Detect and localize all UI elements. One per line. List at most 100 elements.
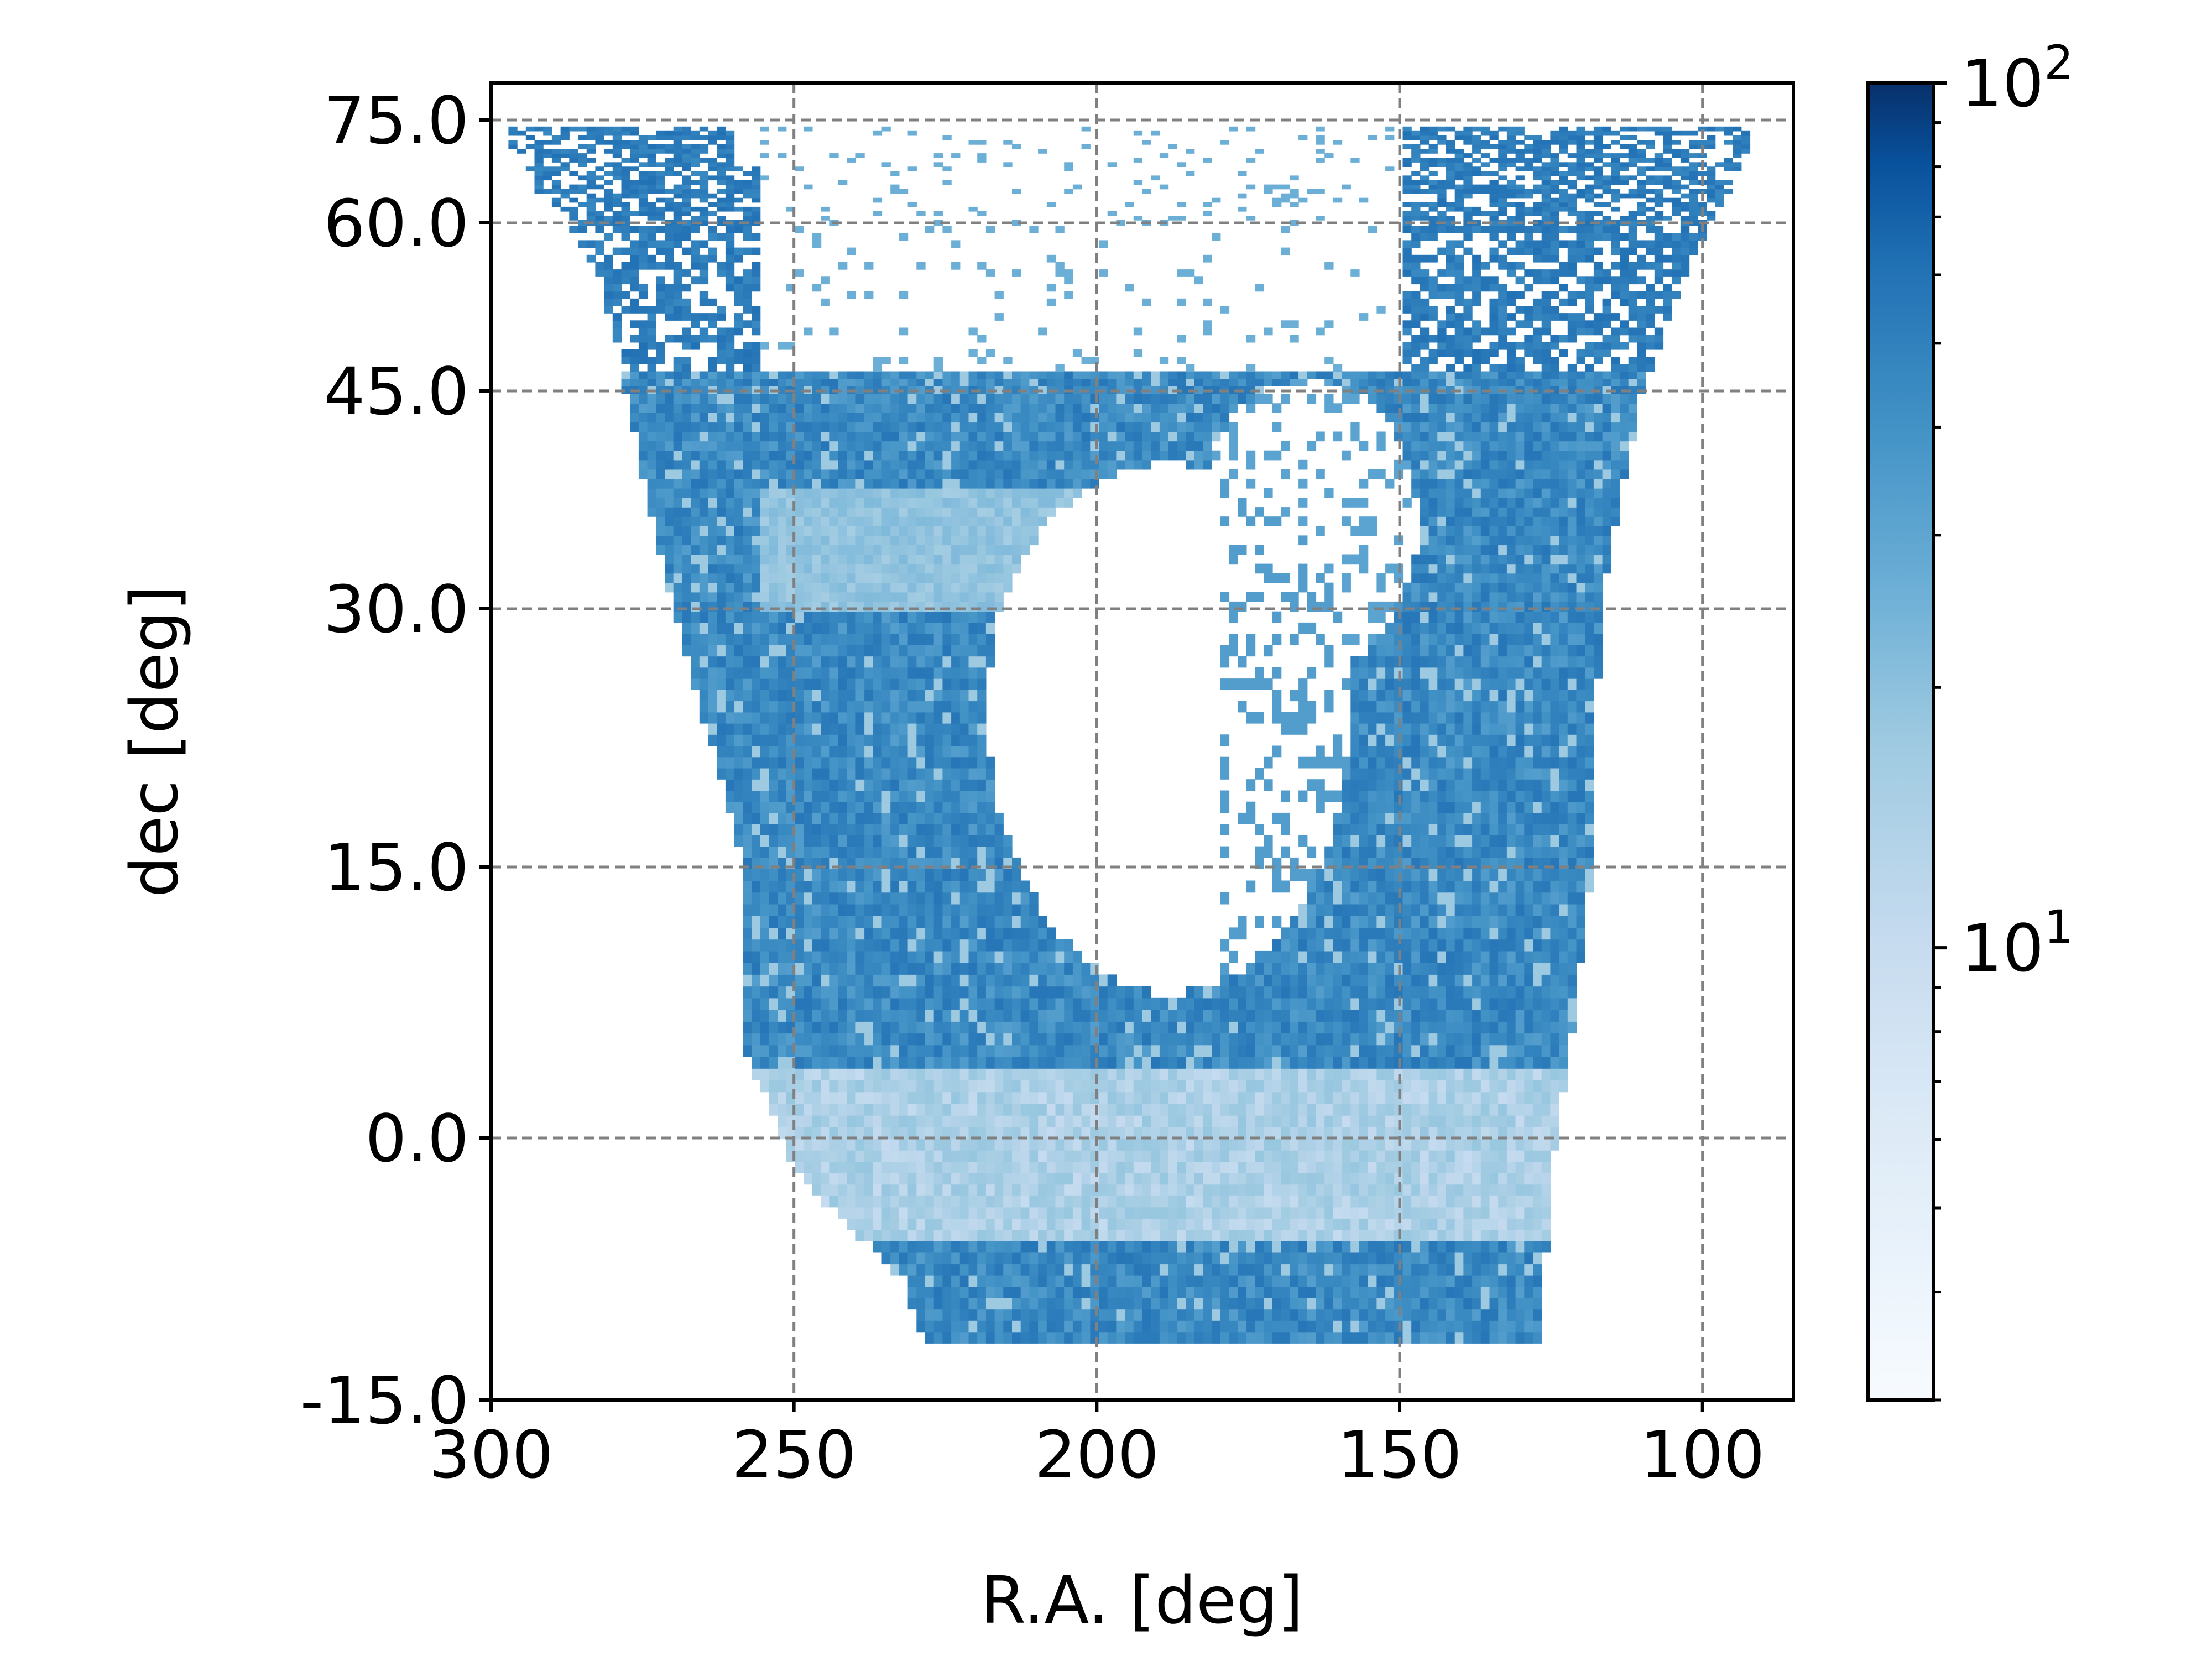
density-cell — [760, 431, 769, 442]
density-cell — [847, 824, 856, 835]
density-cell — [717, 756, 726, 769]
density-cell — [769, 1057, 778, 1069]
density-cell — [647, 184, 656, 190]
density-cell — [1125, 1195, 1134, 1208]
density-cell — [873, 357, 883, 364]
density-cell — [691, 645, 700, 657]
density-cell — [968, 478, 978, 489]
density-cell — [1029, 904, 1039, 916]
density-cell — [752, 790, 761, 802]
density-cell — [1029, 459, 1039, 470]
density-cell — [1116, 1068, 1125, 1080]
density-cell — [1142, 394, 1151, 404]
density-cell — [743, 507, 752, 517]
density-cell — [1029, 422, 1039, 432]
density-cell — [881, 869, 891, 881]
density-cell — [665, 563, 674, 574]
density-cell — [1020, 1195, 1030, 1208]
density-cell — [1212, 1252, 1221, 1265]
density-cell — [951, 790, 961, 802]
density-cell — [682, 313, 691, 321]
density-cell — [543, 130, 552, 136]
density-cell — [847, 441, 856, 451]
density-cell — [959, 422, 969, 432]
density-cell — [717, 189, 726, 194]
density-cell — [569, 216, 578, 221]
density-cell — [647, 262, 656, 270]
density-cell — [1186, 1309, 1195, 1321]
density-cell — [1099, 986, 1108, 999]
density-cell — [873, 723, 883, 735]
density-cell — [847, 745, 856, 758]
density-cell — [873, 441, 883, 451]
density-cell — [968, 974, 978, 987]
density-cell — [977, 378, 987, 386]
density-cell — [752, 498, 761, 508]
density-cell — [778, 469, 787, 479]
density-cell — [682, 306, 691, 314]
density-cell — [873, 790, 883, 802]
density-cell — [769, 573, 778, 583]
density-cell — [665, 378, 674, 386]
density-cell — [1125, 441, 1134, 451]
density-cell — [881, 563, 891, 574]
density-cell — [1177, 1010, 1186, 1022]
density-cell — [899, 1010, 909, 1022]
density-cell — [830, 1033, 839, 1046]
density-cell — [864, 498, 874, 508]
density-cell — [925, 1033, 935, 1046]
density-cell — [855, 835, 865, 847]
density-cell — [682, 563, 691, 574]
density-cell — [1099, 1218, 1108, 1230]
density-cell — [1212, 394, 1221, 404]
density-cell — [847, 723, 856, 735]
density-cell — [864, 892, 874, 905]
density-cell — [769, 545, 778, 555]
density-cell — [717, 216, 726, 221]
density-cell — [968, 1057, 978, 1069]
density-cell — [977, 645, 987, 657]
density-cell — [1220, 422, 1230, 432]
density-cell — [1116, 1021, 1125, 1034]
density-cell — [691, 158, 700, 163]
density-cell — [942, 1033, 952, 1046]
density-cell — [1055, 950, 1065, 963]
density-cell — [638, 441, 648, 451]
density-cell — [847, 701, 856, 713]
density-cell — [1090, 371, 1099, 379]
density-cell — [959, 535, 969, 546]
density-cell — [699, 516, 709, 526]
density-cell — [578, 202, 587, 207]
density-cell — [1220, 939, 1230, 952]
density-cell — [1090, 431, 1099, 442]
density-cell — [795, 846, 804, 858]
density-cell — [890, 171, 900, 176]
density-cell — [830, 535, 839, 546]
density-cell — [855, 1021, 865, 1034]
density-cell — [656, 291, 665, 299]
density-cell — [1012, 1044, 1021, 1057]
density-cell — [630, 247, 639, 255]
density-cell — [916, 1057, 926, 1069]
density-cell — [942, 601, 952, 612]
density-cell — [725, 175, 735, 181]
density-cell — [838, 1173, 848, 1185]
density-cell — [1046, 254, 1056, 263]
density-cell — [1099, 1103, 1108, 1116]
density-cell — [899, 712, 909, 724]
density-cell — [830, 554, 839, 565]
density-cell — [942, 394, 952, 404]
density-cell — [1099, 1173, 1108, 1185]
density-cell — [665, 206, 674, 212]
density-cell — [760, 712, 769, 724]
density-cell — [830, 516, 839, 526]
density-cell — [812, 1044, 822, 1057]
density-cell — [855, 734, 865, 746]
density-cell — [959, 1275, 969, 1287]
density-cell — [1159, 1161, 1169, 1173]
density-cell — [925, 622, 935, 634]
density-cell — [682, 422, 691, 432]
density-cell — [734, 220, 743, 226]
density-cell — [933, 801, 943, 813]
density-cell — [1020, 1103, 1030, 1116]
